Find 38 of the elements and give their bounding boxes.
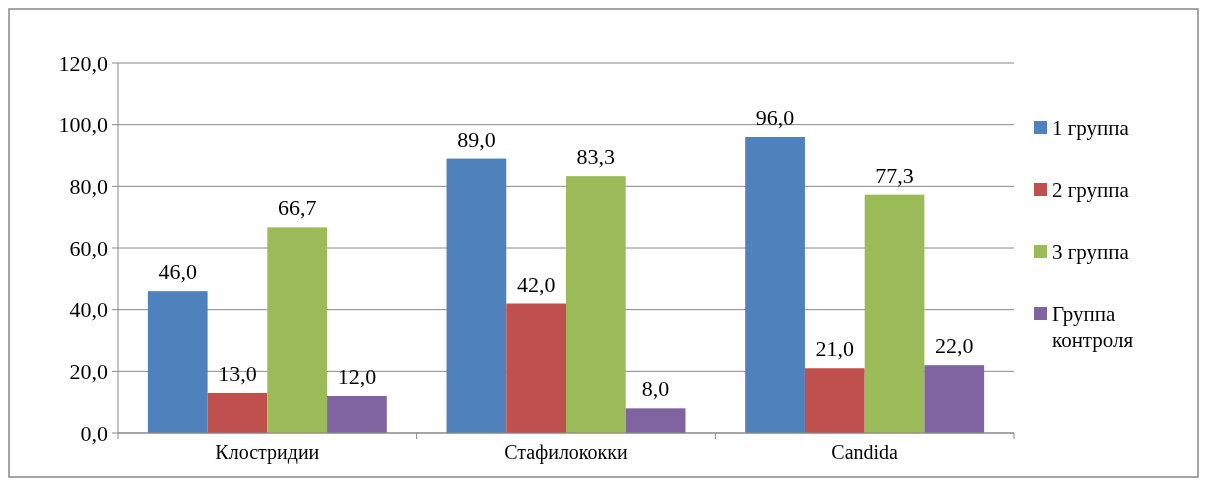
y-tick-label: 40,0: [69, 297, 108, 323]
y-tick-label: 80,0: [69, 174, 108, 200]
data-label: 21,0: [815, 336, 855, 362]
y-tick-label: 0,0: [80, 420, 108, 446]
bar: [446, 158, 507, 433]
data-label: 89,0: [457, 126, 496, 152]
bar: [864, 194, 925, 433]
data-label: 83,3: [576, 144, 616, 170]
x-tick-label: Стафилококки: [504, 441, 628, 464]
bar: [566, 176, 626, 433]
bar: [207, 392, 268, 433]
data-label: 42,0: [516, 271, 556, 297]
y-tick-label: 100,0: [58, 112, 108, 138]
data-label: 8,0: [641, 376, 670, 402]
legend-label: 3 группа: [1052, 240, 1130, 265]
bar: [804, 368, 865, 433]
x-tick-label: Клостридии: [215, 441, 320, 464]
data-label: 46,0: [158, 259, 197, 285]
data-label: 96,0: [755, 105, 795, 130]
y-tick-label: 20,0: [69, 359, 108, 385]
bar: [745, 137, 805, 433]
bar: [147, 291, 208, 433]
data-label: 13,0: [218, 360, 257, 386]
x-tick-label: Candida: [831, 441, 899, 463]
bar: [924, 365, 985, 433]
y-tick-label: 120,0: [58, 50, 108, 76]
data-label: 22,0: [935, 333, 974, 359]
bar: [267, 227, 328, 433]
data-label: 12,0: [337, 364, 377, 389]
bar: [327, 396, 387, 433]
legend-label: Группа контроля: [1052, 302, 1134, 352]
legend-label: 1 группа: [1052, 116, 1130, 141]
data-label: 77,3: [875, 162, 914, 188]
bar: [625, 408, 686, 433]
bar: [506, 303, 566, 433]
data-label: 66,7: [277, 195, 317, 221]
y-tick-label: 60,0: [69, 235, 108, 261]
legend-label: 2 группа: [1052, 178, 1130, 203]
